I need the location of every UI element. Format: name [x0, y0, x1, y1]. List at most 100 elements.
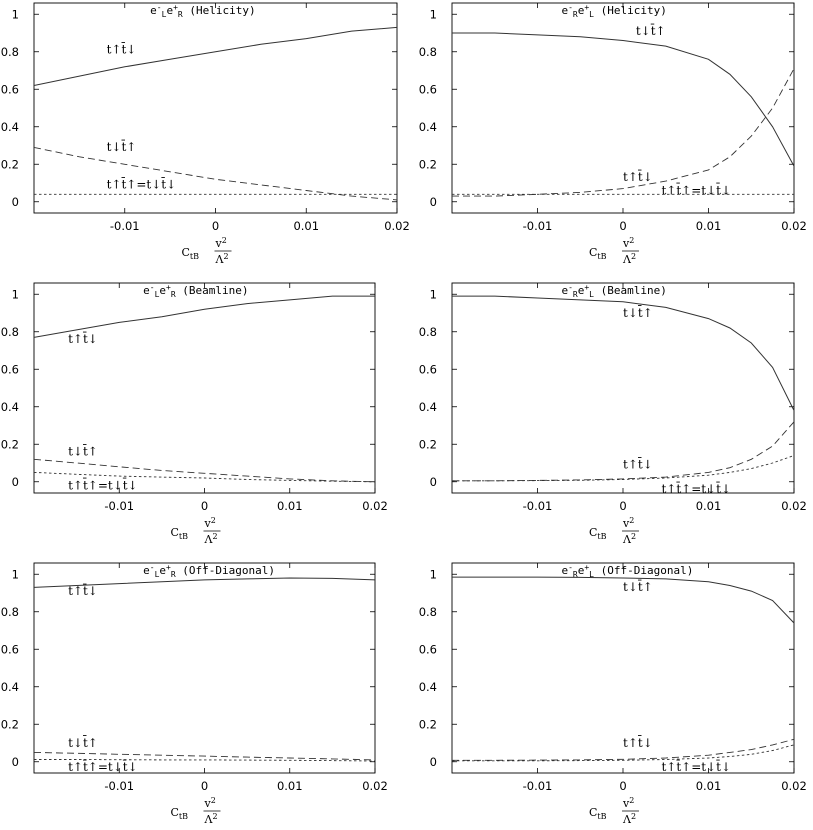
x-tick-label: -0.01: [104, 499, 134, 513]
y-tick-label: 0.4: [1, 120, 19, 134]
x-axis-label-c: CtB: [182, 246, 200, 261]
x-axis-label: CtB v2 Λ2: [171, 796, 221, 826]
series-label: t↑t̄↑=t↓t̄↓: [661, 759, 731, 775]
series-line-solid: [452, 576, 795, 624]
chart-panel-2: -0.01 0 0.01 0.02 0 0.2 0.4 0.6 0.8 1 t↓t̄↑ t↑t̄↓ t↑…: [419, 2, 807, 266]
x-tick-label: 0.01: [696, 779, 722, 793]
y-tick-label: 0.2: [1, 717, 19, 731]
x-tick-label: 0.02: [781, 779, 807, 793]
y-tick-label: 0.8: [1, 325, 19, 339]
x-axis-label-num: v2: [204, 796, 216, 810]
panel-title: e-Le+R (Beamline): [143, 283, 248, 299]
x-tick-label: -0.01: [523, 219, 553, 233]
series-line-dashed: [452, 738, 795, 761]
y-tick-label: 0.6: [419, 362, 437, 376]
y-tick-label: 0.8: [1, 45, 19, 59]
x-tick-label: 0: [619, 499, 626, 513]
y-tick-label: 1: [12, 567, 19, 581]
y-tick-label: 0.2: [1, 437, 19, 451]
chart-panel-6: -0.01 0 0.01 0.02 0 0.2 0.4 0.6 0.8 1 t↓t̄↑ t↑t̄↓ t↑…: [419, 562, 807, 826]
series-line-dotted: [452, 744, 795, 762]
x-tick-label: -0.01: [110, 219, 140, 233]
series-line-dashed: [33, 751, 376, 761]
series-label: t↓t̄↑: [107, 139, 137, 155]
x-axis-label-c: CtB: [589, 806, 607, 821]
x-tick-label: -0.01: [104, 779, 134, 793]
x-axis-label-num: v2: [622, 236, 634, 250]
series-line-dashed: [33, 146, 398, 201]
y-tick-label: 0.2: [419, 717, 437, 731]
series-label: t↑t̄↓: [623, 169, 653, 185]
x-axis-label: CtB v2 Λ2: [171, 516, 221, 546]
x-axis-label-c: CtB: [589, 246, 607, 261]
y-tick-label: 0: [430, 755, 437, 769]
y-tick-label: 0.4: [419, 680, 437, 694]
y-tick-label: 1: [430, 567, 437, 581]
series-label: t↓t̄↑: [68, 443, 98, 459]
x-axis-label-c: CtB: [589, 526, 607, 541]
series-line-dashed: [33, 458, 376, 483]
y-tick-label: 0.6: [1, 362, 19, 376]
panel-title: e-Le+R (Off-Diagonal): [143, 563, 275, 579]
x-tick-label: 0.02: [781, 499, 807, 513]
x-tick-label: 0.02: [384, 219, 410, 233]
series-label: t↑t̄↓: [68, 330, 98, 346]
panel-title: e-Re+L (Beamline): [561, 283, 666, 299]
x-tick-label: 0.02: [362, 779, 388, 793]
x-tick-label: 0.01: [293, 219, 319, 233]
y-tick-label: 0.6: [419, 82, 437, 96]
y-tick-label: 0.8: [419, 605, 437, 619]
x-tick-label: 0.02: [781, 219, 807, 233]
x-axis-label-den: Λ2: [204, 812, 218, 826]
x-tick-label: 0: [212, 219, 219, 233]
x-axis-label-den: Λ2: [622, 532, 636, 546]
y-tick-label: 0.2: [419, 157, 437, 171]
y-tick-label: 1: [12, 287, 19, 301]
y-tick-label: 1: [430, 287, 437, 301]
series-line-dashed: [452, 68, 795, 197]
y-tick-label: 0.8: [419, 325, 437, 339]
plot-frame: [33, 282, 376, 494]
series-label: t↓t̄↑: [623, 304, 653, 320]
panel-title: e-Le+R (Helicity): [150, 3, 255, 19]
y-tick-label: 0: [12, 755, 19, 769]
series-label: t↑t̄↓: [623, 456, 653, 472]
x-axis-label-num: v2: [622, 796, 634, 810]
y-tick-label: 0.2: [1, 157, 19, 171]
x-axis-label: CtB v2 Λ2: [589, 236, 639, 266]
x-axis-label-c: CtB: [171, 526, 189, 541]
chart-panel-5: -0.01 0 0.01 0.02 0 0.2 0.4 0.6 0.8 1 t↑t̄↓ t↓t̄↑ t↑…: [1, 562, 388, 826]
series-line-solid: [33, 577, 376, 588]
x-tick-label: 0: [201, 779, 208, 793]
x-axis-label-den: Λ2: [622, 812, 636, 826]
series-label: t↑t̄↑=t↓t̄↓: [661, 182, 731, 198]
y-tick-label: 0.6: [1, 642, 19, 656]
y-tick-label: 0.4: [1, 680, 19, 694]
series-label: t↑t̄↓: [68, 582, 98, 598]
x-tick-label: 0.01: [277, 779, 303, 793]
x-tick-label: 0: [619, 779, 626, 793]
series-line-dotted: [33, 471, 376, 483]
y-tick-label: 0.6: [1, 82, 19, 96]
y-tick-label: 0.4: [419, 120, 437, 134]
y-tick-label: 1: [12, 7, 19, 21]
plot-frame: [33, 2, 398, 214]
x-tick-label: 0.01: [696, 499, 722, 513]
x-tick-label: 0.01: [277, 499, 303, 513]
x-axis-label: CtB v2 Λ2: [182, 236, 232, 266]
series-label: t↑t̄↑=t↓t̄↓: [661, 480, 731, 496]
series-label: t↑t̄↓: [107, 41, 137, 57]
x-axis-label: CtB v2 Λ2: [589, 796, 639, 826]
panel-title: e-Re+L (Helicity): [561, 3, 666, 19]
y-tick-label: 0: [430, 475, 437, 489]
series-label: t↑t̄↓: [623, 734, 653, 750]
x-axis-label-den: Λ2: [622, 252, 636, 266]
series-line-solid: [33, 26, 398, 86]
y-tick-label: 0: [12, 195, 19, 209]
x-tick-label: 0: [619, 219, 626, 233]
y-tick-label: 0: [430, 195, 437, 209]
chart-panel-1: -0.01 0 0.01 0.02 0 0.2 0.4 0.6 0.8 1 t↑t̄↓ t↓t̄↑ t↑…: [1, 2, 410, 266]
y-tick-label: 0.2: [419, 437, 437, 451]
x-axis-label-den: Λ2: [215, 252, 229, 266]
